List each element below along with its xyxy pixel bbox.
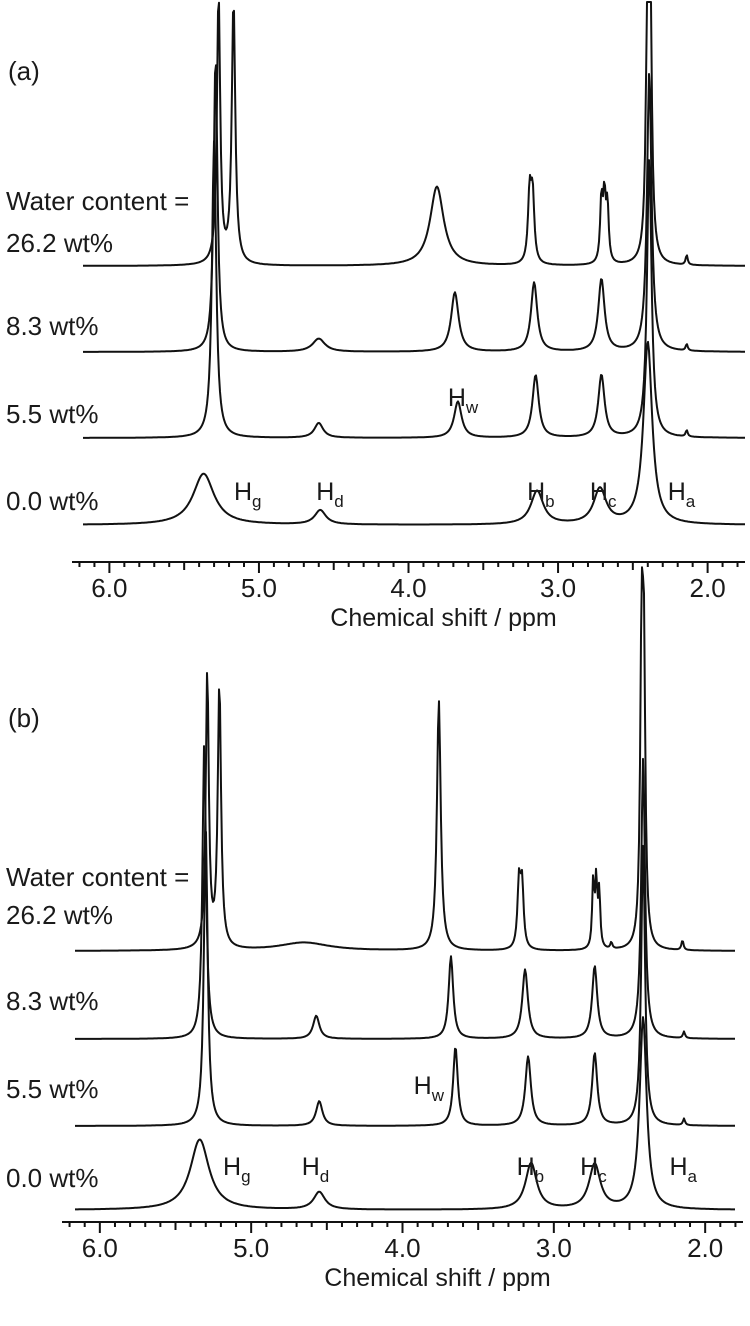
series-label: 5.5 wt% — [6, 399, 99, 429]
spectrum-trace — [75, 566, 735, 952]
spectrum-trace — [75, 831, 735, 1127]
spectrum-trace — [83, 1, 745, 267]
x-tick-label: 5.0 — [233, 1233, 269, 1263]
x-tick-label: 5.0 — [241, 573, 277, 603]
peak-label: Hb — [517, 1153, 545, 1186]
peak-label: Hc — [580, 1153, 607, 1186]
series-label: 8.3 wt% — [6, 311, 99, 341]
water-content-caption: Water content = — [6, 186, 189, 216]
x-tick-label: 6.0 — [91, 573, 127, 603]
panel-label: (a) — [8, 56, 40, 86]
x-tick-label: 2.0 — [687, 1233, 723, 1263]
spectrum-trace — [83, 340, 745, 526]
peak-label: Hd — [302, 1153, 330, 1186]
water-content-caption: Water content = — [6, 862, 189, 892]
x-tick-label: 6.0 — [82, 1233, 118, 1263]
peak-label: Hw — [448, 384, 479, 417]
peak-label: Hb — [527, 478, 555, 511]
peak-label: Hd — [316, 478, 344, 511]
peak-label: Hw — [414, 1072, 445, 1105]
panel-label: (b) — [8, 703, 40, 733]
x-axis-label: Chemical shift / ppm — [330, 604, 556, 632]
peak-label: Hg — [234, 478, 262, 511]
peak-label: Ha — [669, 1153, 697, 1186]
x-tick-label: 4.0 — [384, 1233, 420, 1263]
series-label: 26.2 wt% — [6, 900, 113, 930]
peak-label: Ha — [668, 478, 696, 511]
x-tick-label: 4.0 — [390, 573, 426, 603]
peak-label: Hc — [590, 478, 617, 511]
x-axis-label: Chemical shift / ppm — [324, 1264, 550, 1292]
spectrum-trace — [75, 1016, 735, 1211]
x-tick-label: 3.0 — [536, 1233, 572, 1263]
series-label: 8.3 wt% — [6, 986, 99, 1016]
nmr-panel: (b) Water content = 26.2 wt% 8.3 wt% 5.5 wt%… — [6, 566, 743, 1292]
x-tick-label: 2.0 — [690, 573, 726, 603]
peak-label: Hg — [223, 1153, 251, 1186]
spectrum-trace — [75, 745, 735, 1040]
x-tick-label: 3.0 — [540, 573, 576, 603]
series-label: 26.2 wt% — [6, 228, 113, 258]
nmr-panel: (a) Water content = 26.2 wt% 8.3 wt% 5.5 wt%… — [6, 1, 745, 632]
spectrum-trace — [83, 140, 745, 439]
series-label: 5.5 wt% — [6, 1074, 99, 1104]
series-label: 0.0 wt% — [6, 486, 99, 516]
spectrum-trace — [83, 64, 745, 353]
series-label: 0.0 wt% — [6, 1163, 99, 1193]
